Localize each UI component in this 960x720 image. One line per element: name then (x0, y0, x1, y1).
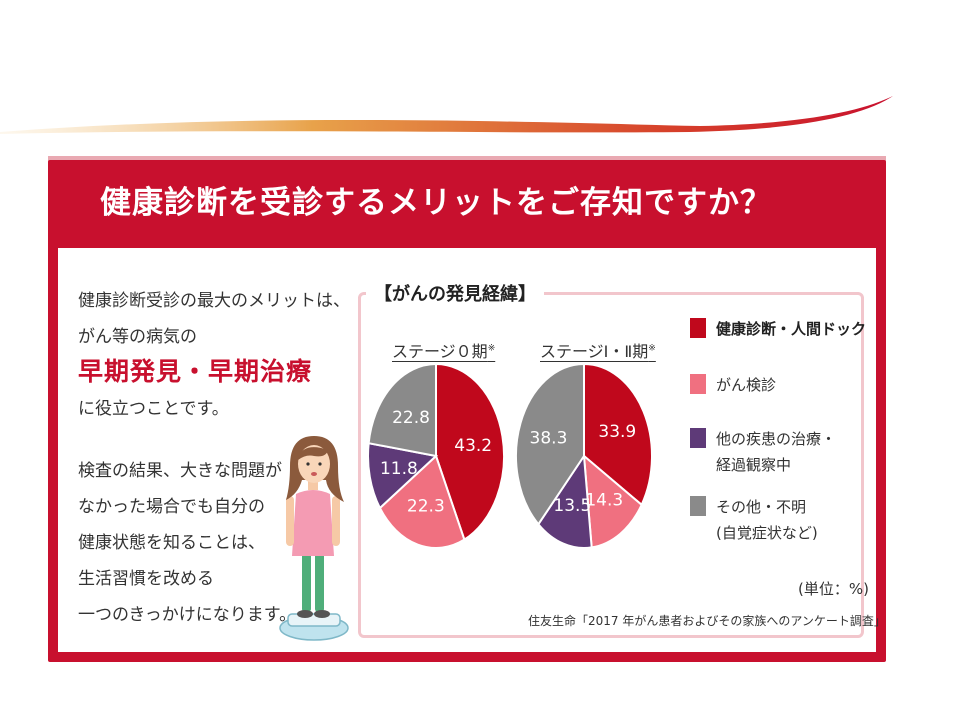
card-body: 健康診断受診の最大のメリットは、 がん等の病気の 早期発見・早期治療 に役立つこ… (58, 248, 886, 652)
chart-title-text: ステージⅠ・Ⅱ期 (540, 342, 649, 361)
body-text-line: 健康状態を知ることは、 (78, 533, 265, 553)
legend-swatch (690, 496, 706, 516)
pie-value-label: 22.8 (392, 408, 430, 428)
legend-label-line: その他・不明 (716, 498, 807, 516)
legend-label: その他・不明 (自覚症状など) (716, 494, 818, 546)
info-card: 健康診断を受診するメリットをご存知ですか？ 健康診断受診の最大のメリットは、 が… (48, 160, 886, 662)
pie-value-label: 38.3 (530, 428, 568, 448)
pie-charts: 43.2 22.3 11.8 22.8 33.9 14.313.5 38.3 (367, 362, 653, 549)
person-on-scale-illustration (279, 436, 349, 641)
pie-slice (537, 453, 593, 549)
legend-swatch (690, 428, 706, 448)
legend-swatch (690, 318, 706, 338)
pie-slice (367, 442, 439, 510)
legend-label: 健康診断・人間ドック (716, 320, 867, 338)
pie-slice (515, 362, 585, 526)
pie-value-label: 33.9 (598, 422, 636, 442)
legend-label-line: 経過観察中 (716, 456, 792, 474)
pie-slice (378, 454, 466, 549)
page-title: 健康診断を受診するメリットをご存知ですか？ (100, 185, 772, 221)
lead-text-3: に役立つことです。 (78, 399, 229, 419)
emphasis-text: 早期発見・早期治療 (78, 357, 313, 386)
chart-title-stage-1-2: ステージⅠ・Ⅱ期※ (540, 338, 656, 362)
legend-swatch (690, 374, 706, 394)
body-text-line: 生活習慣を改める (78, 569, 214, 589)
body-text-line: 検査の結果、大きな問題が (78, 461, 282, 481)
pie-value-label: 13.5 (553, 496, 591, 516)
source-note: 住友生命「2017 年がん患者およびその家族へのアンケート調査」 (528, 614, 886, 628)
chart-title-note-mark: ※ (648, 343, 656, 354)
decorative-swoosh (0, 96, 893, 134)
legend-label: 他の疾患の治療・ 経過観察中 (716, 426, 836, 478)
chart-panel (358, 292, 864, 638)
lead-text-1: 健康診断受診の最大のメリットは、 (78, 291, 350, 311)
unit-label: (単位：%) (798, 580, 869, 598)
pie-value-label: 11.8 (380, 459, 418, 479)
chart-title-stage-0: ステージ０期※ (392, 338, 495, 362)
pie-value-label: 43.2 (454, 436, 492, 456)
legend-label-line: 他の疾患の治療・ (716, 430, 837, 448)
chart-title-note-mark: ※ (487, 343, 496, 354)
pie-slice (582, 453, 643, 549)
pie-value-label: 14.3 (585, 491, 623, 511)
legend-label-line: (自覚症状など) (716, 524, 818, 542)
lead-text-2: がん等の病気の (78, 327, 197, 347)
pie-slice (367, 362, 437, 458)
pie-value-label: 22.3 (407, 497, 445, 517)
body-text-line: 一つのきっかけになります。 (78, 605, 297, 625)
chart-panel-title: 【がんの発見経緯】 (366, 280, 544, 306)
body-text-line: なかった場合でも自分の (78, 497, 265, 517)
chart-title-text: ステージ０期 (392, 342, 488, 361)
pie-slice (435, 362, 505, 542)
card-top-strip (48, 156, 886, 162)
legend-label: がん検診 (716, 376, 777, 394)
